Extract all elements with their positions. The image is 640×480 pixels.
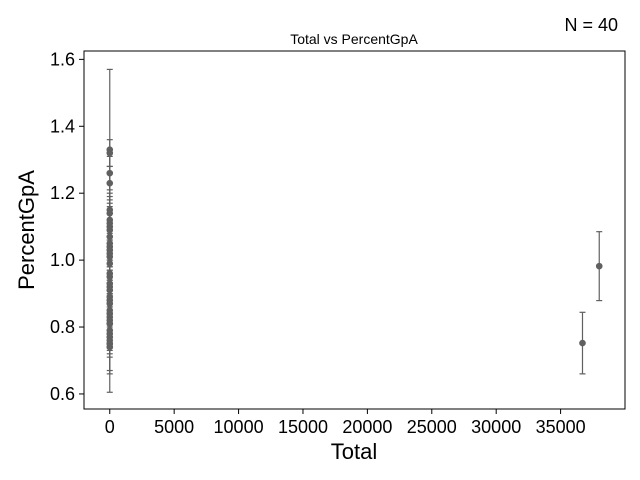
data-point (579, 339, 586, 347)
x-tick-label: 5000 (154, 417, 194, 437)
data-point (106, 320, 114, 327)
x-tick-label: 10000 (214, 417, 264, 437)
x-tick-label: 0 (105, 417, 115, 437)
y-tick-label: 1.6 (50, 49, 75, 69)
plot-area-frame (83, 50, 626, 410)
data-point (595, 262, 603, 270)
y-tick-label: 1.2 (50, 183, 75, 203)
x-tick-label: 25000 (407, 417, 457, 437)
x-tick-label: 35000 (536, 417, 586, 437)
x-tick-label: 30000 (471, 417, 521, 437)
y-axis: 0.6 0.8 1.0 1.2 1.4 1.6 (50, 49, 84, 404)
x-axis-label: Total (331, 439, 377, 464)
data-point (106, 179, 114, 187)
y-tick-label: 1.0 (50, 250, 75, 270)
sample-size-annotation: N = 40 (564, 15, 618, 35)
y-tick-label: 0.8 (50, 317, 75, 337)
x-tick-label: 15000 (278, 417, 328, 437)
data-point (106, 250, 114, 257)
data-points (106, 68, 603, 393)
chart-title: Total vs PercentGpA (290, 31, 418, 47)
y-tick-label: 0.6 (50, 384, 75, 404)
y-axis-label: PercentGpA (14, 170, 39, 290)
x-axis: 0 5000 10000 15000 20000 25000 30000 35000 (105, 409, 586, 437)
data-point (106, 149, 114, 157)
x-tick-label: 20000 (342, 417, 392, 437)
y-tick-label: 1.4 (50, 116, 75, 136)
